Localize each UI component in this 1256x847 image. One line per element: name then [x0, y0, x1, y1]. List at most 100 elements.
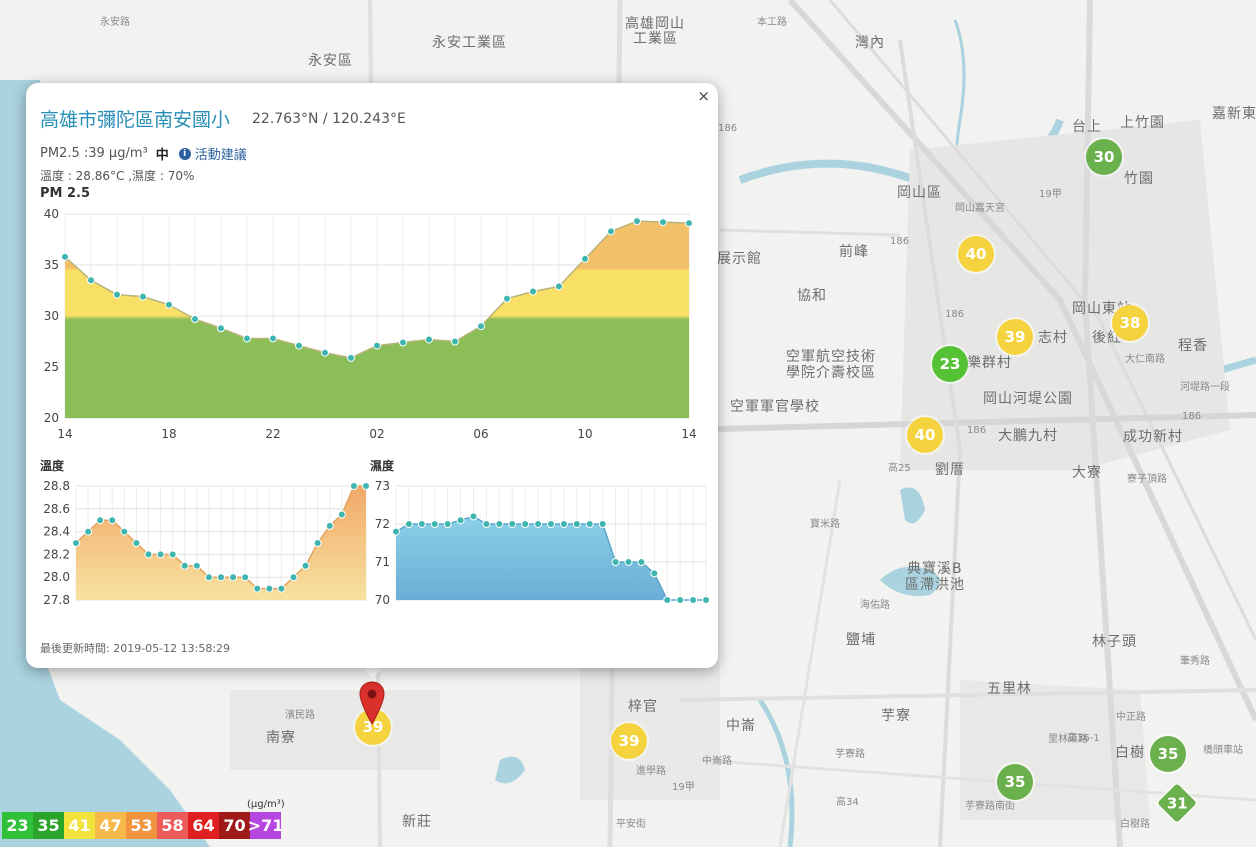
y-tick-label: 28.8: [43, 479, 70, 493]
y-tick-label: 27.8: [43, 593, 70, 606]
road-label: 中正路: [1116, 712, 1146, 723]
data-point: [120, 527, 129, 536]
data-point: [72, 539, 80, 547]
road-label: 186: [945, 309, 965, 320]
station-marker[interactable]: 23: [932, 346, 968, 382]
road-label: 19甲: [672, 782, 695, 793]
data-point: [659, 218, 667, 227]
legend-item: 35: [33, 812, 64, 839]
temp-chart-label: 溫度: [40, 459, 65, 473]
y-tick-label: 20: [44, 411, 59, 425]
data-point: [313, 539, 322, 547]
x-tick-label: 06: [473, 427, 488, 441]
legend-item: 53: [126, 812, 157, 839]
data-point: [241, 573, 250, 582]
data-point: [611, 558, 620, 566]
place-label: 白樹: [1115, 745, 1145, 761]
place-label: 典寶溪B: [907, 561, 963, 577]
humidity-chart: 70 71 72 73: [375, 479, 710, 606]
data-point: [349, 482, 358, 490]
data-point: [534, 520, 543, 528]
x-tick-label: 18: [161, 427, 176, 441]
data-point: [87, 276, 95, 285]
legend-unit: (μg/m³): [247, 799, 285, 810]
data-point: [192, 561, 201, 570]
place-label: 志村: [1038, 330, 1068, 346]
data-point: [495, 520, 504, 528]
data-point: [132, 539, 141, 547]
place-label: 協和: [797, 288, 827, 304]
data-point: [581, 254, 589, 263]
place-label: 中崙: [726, 718, 756, 734]
road-label: 高34: [836, 797, 859, 808]
pm-chart-label: PM 2.5: [40, 186, 91, 201]
data-point: [362, 482, 370, 490]
info-icon[interactable]: i: [178, 147, 191, 160]
data-point: [637, 558, 646, 566]
road-label: 大仁南路: [1125, 354, 1165, 365]
data-point: [295, 341, 303, 350]
temp-humidity: 溫度 : 28.86°C ,濕度 : 70%: [40, 169, 195, 183]
close-icon[interactable]: ×: [697, 87, 710, 105]
data-point: [217, 573, 225, 582]
y-tick-label: 73: [375, 479, 390, 493]
y-tick-label: 25: [44, 360, 59, 374]
station-coords: 22.763°N / 120.243°E: [252, 111, 406, 127]
station-marker[interactable]: 39: [611, 723, 647, 759]
y-tick-label: 30: [44, 309, 59, 323]
place-label: 高雄岡山: [625, 16, 685, 32]
y-tick-label: 72: [375, 517, 390, 531]
selected-location-pin-icon[interactable]: [359, 681, 385, 725]
data-point: [229, 573, 238, 582]
place-label: 後紅: [1092, 330, 1122, 346]
place-label: 梓官: [628, 699, 658, 715]
station-marker[interactable]: 35: [997, 764, 1033, 800]
station-marker[interactable]: 39: [355, 709, 391, 745]
station-marker[interactable]: 39: [997, 319, 1033, 355]
station-marker[interactable]: 40: [958, 236, 994, 272]
station-marker[interactable]: 30: [1086, 139, 1122, 175]
data-point: [269, 334, 277, 343]
road-label: 筆秀路: [1180, 656, 1210, 667]
station-marker[interactable]: 40: [907, 417, 943, 453]
road-label: 里林東路: [1048, 734, 1088, 745]
road-label: 寶米路: [810, 519, 840, 530]
data-point: [503, 294, 511, 303]
pm25-chart: 20 25 30 35 40 14 18 22 02 06 10 14: [44, 207, 697, 441]
station-marker[interactable]: 35: [1150, 736, 1186, 772]
road-label: 岡山嘉天宮: [955, 203, 1005, 214]
y-tick-label: 28.0: [43, 570, 70, 584]
series-area: [396, 516, 706, 600]
data-point: [337, 510, 346, 519]
place-label: 南寮: [266, 730, 296, 746]
station-popup: × 高雄市彌陀區南安國小 22.763°N / 120.243°E PM2.5 …: [26, 83, 718, 668]
data-point: [321, 348, 329, 357]
station-title: 高雄市彌陀區南安國小: [40, 109, 231, 131]
y-tick-label: 28.6: [43, 502, 70, 516]
data-point: [373, 341, 381, 350]
data-point: [84, 527, 93, 536]
data-point: [456, 516, 465, 525]
place-label: 學院介壽校區: [786, 365, 876, 381]
data-point: [559, 520, 568, 528]
series-area: [65, 221, 689, 418]
pm-row: PM2.5 :39 μg/m³ 中 i 活動建議: [40, 144, 247, 163]
station-marker[interactable]: 38: [1112, 305, 1148, 341]
road-label: 186: [718, 123, 738, 134]
place-label: 上竹園: [1120, 115, 1165, 131]
activity-advice-link[interactable]: 活動建議: [194, 148, 247, 163]
place-label: 台上: [1072, 119, 1102, 135]
place-label: 空軍軍官學校: [730, 399, 820, 415]
place-label: 工業區: [633, 31, 678, 47]
x-tick-label: 14: [681, 427, 696, 441]
place-label: 五里林: [987, 681, 1032, 697]
data-point: [521, 520, 530, 528]
place-label: 嘉新東: [1212, 106, 1256, 122]
popup-tip: [362, 666, 384, 678]
place-label: 林子頭: [1092, 634, 1137, 650]
data-point: [477, 322, 485, 331]
place-label: 程香: [1178, 338, 1208, 354]
data-point: [265, 584, 274, 593]
data-point: [425, 335, 433, 344]
data-point: [572, 520, 581, 528]
